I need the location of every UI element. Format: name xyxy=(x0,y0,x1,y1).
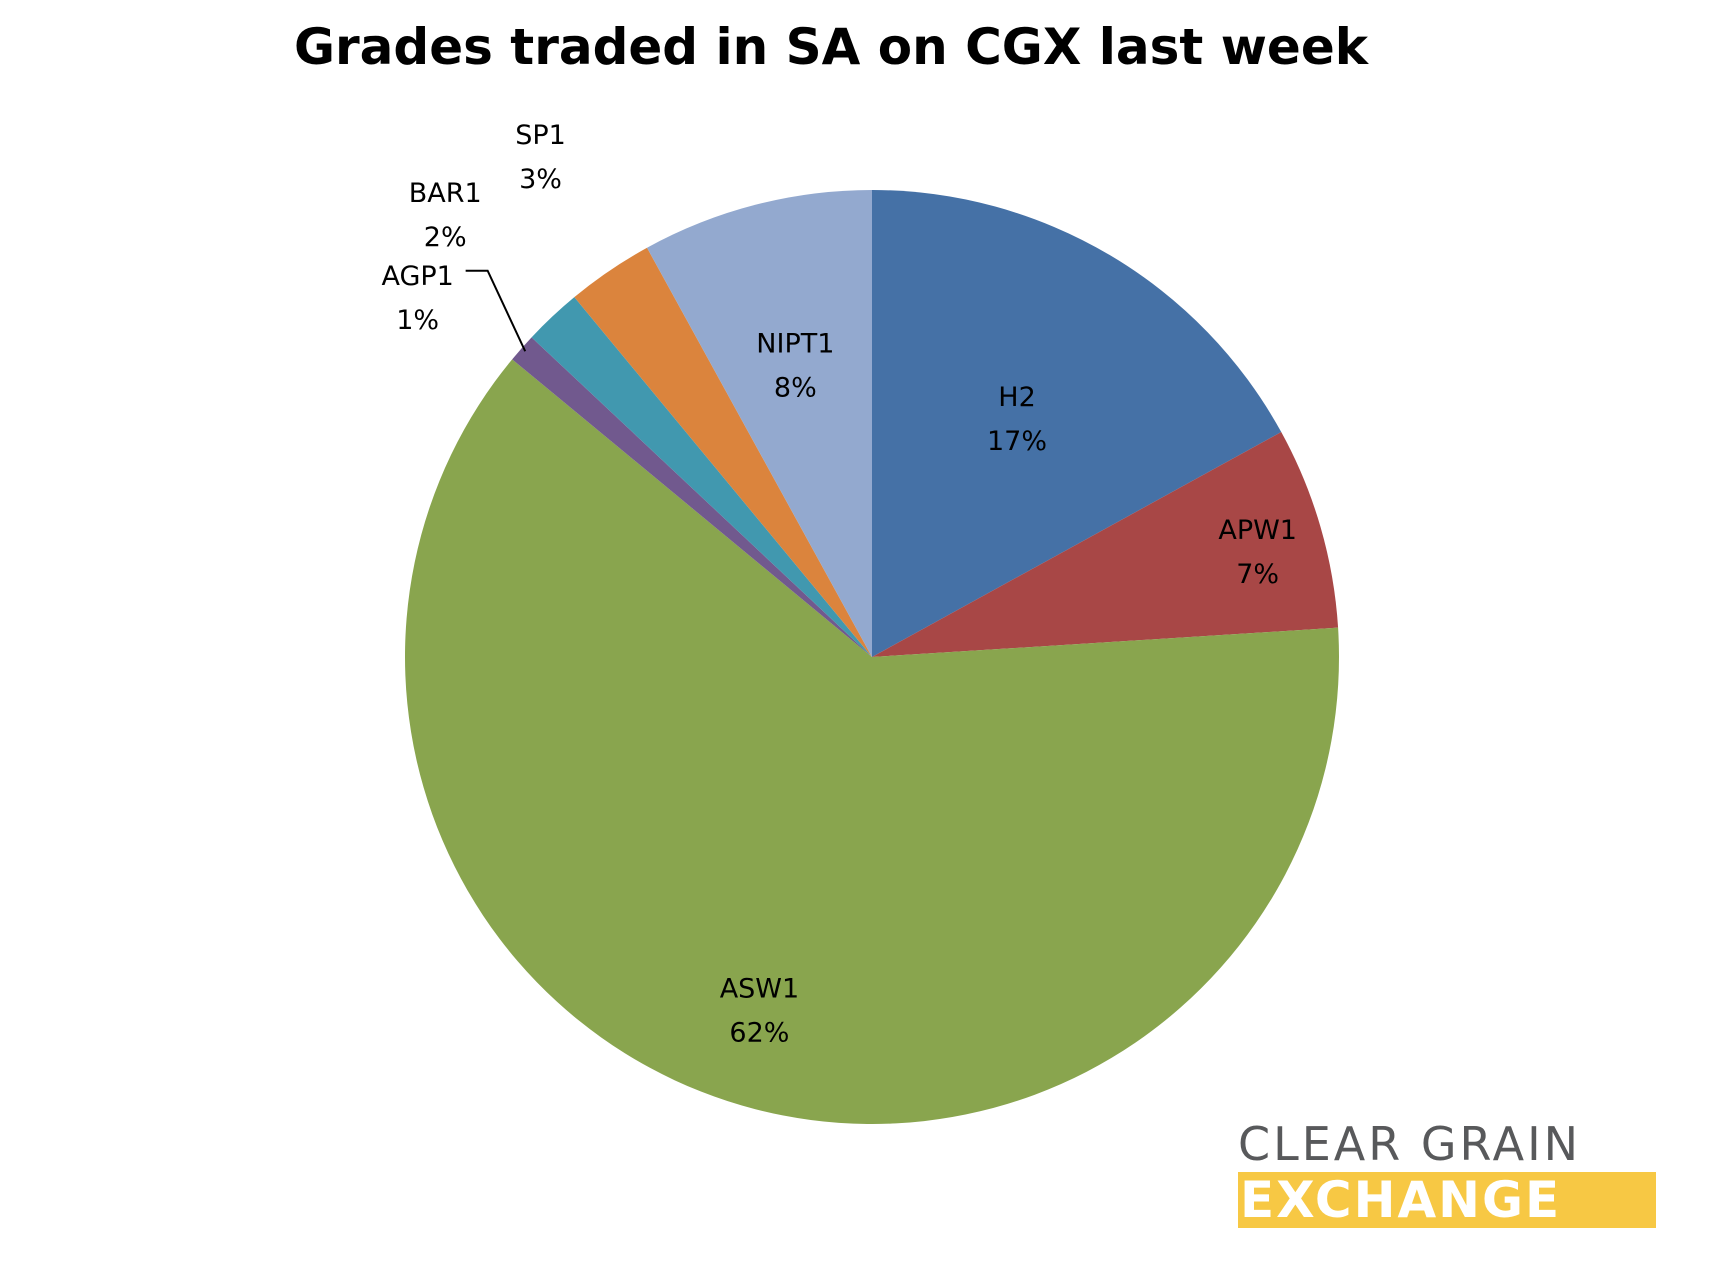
slice-value-label-asw1: 62% xyxy=(729,1017,789,1048)
slice-value-label-sp1: 3% xyxy=(519,164,562,195)
slice-value-label-nipt1: 8% xyxy=(774,372,817,403)
slice-value-label-bar1: 2% xyxy=(424,222,467,253)
slice-value-label-agp1: 1% xyxy=(396,305,439,336)
slice-label-apw1: APW1 xyxy=(1218,515,1297,546)
slice-label-bar1: BAR1 xyxy=(409,178,482,209)
logo-band: EXCHANGE xyxy=(1238,1172,1656,1228)
slice-nipt1 xyxy=(647,190,872,657)
pie-slices xyxy=(405,190,1339,1124)
slice-labels: H2 17% APW1 7% ASW1 62% AGP1 1% BAR1 2% SP1 3% NIPT1… xyxy=(381,120,1297,1048)
slice-asw1 xyxy=(405,359,1339,1124)
slice-label-asw1: ASW1 xyxy=(720,973,799,1004)
logo-line-2: EXCHANGE xyxy=(1240,1172,1562,1228)
slice-label-h2: H2 xyxy=(998,382,1035,413)
slice-value-label-h2: 17% xyxy=(987,426,1047,457)
clear-grain-exchange-logo: CLEAR GRAIN EXCHANGE xyxy=(1238,1118,1656,1228)
slice-bar1 xyxy=(531,297,872,657)
slice-h2 xyxy=(872,190,1282,657)
slice-apw1 xyxy=(872,432,1339,657)
slice-label-nipt1: NIPT1 xyxy=(756,328,834,359)
slice-agp1 xyxy=(512,337,872,657)
leader-line-agp1 xyxy=(465,269,527,352)
slice-value-label-apw1: 7% xyxy=(1236,559,1279,590)
chart-title: Grades traded in SA on CGX last week xyxy=(293,18,1369,76)
leader-lines xyxy=(465,269,527,352)
logo-line-1: CLEAR GRAIN xyxy=(1238,1117,1582,1171)
slice-label-agp1: AGP1 xyxy=(381,261,453,292)
slice-label-sp1: SP1 xyxy=(515,120,566,151)
slice-sp1 xyxy=(574,247,872,658)
